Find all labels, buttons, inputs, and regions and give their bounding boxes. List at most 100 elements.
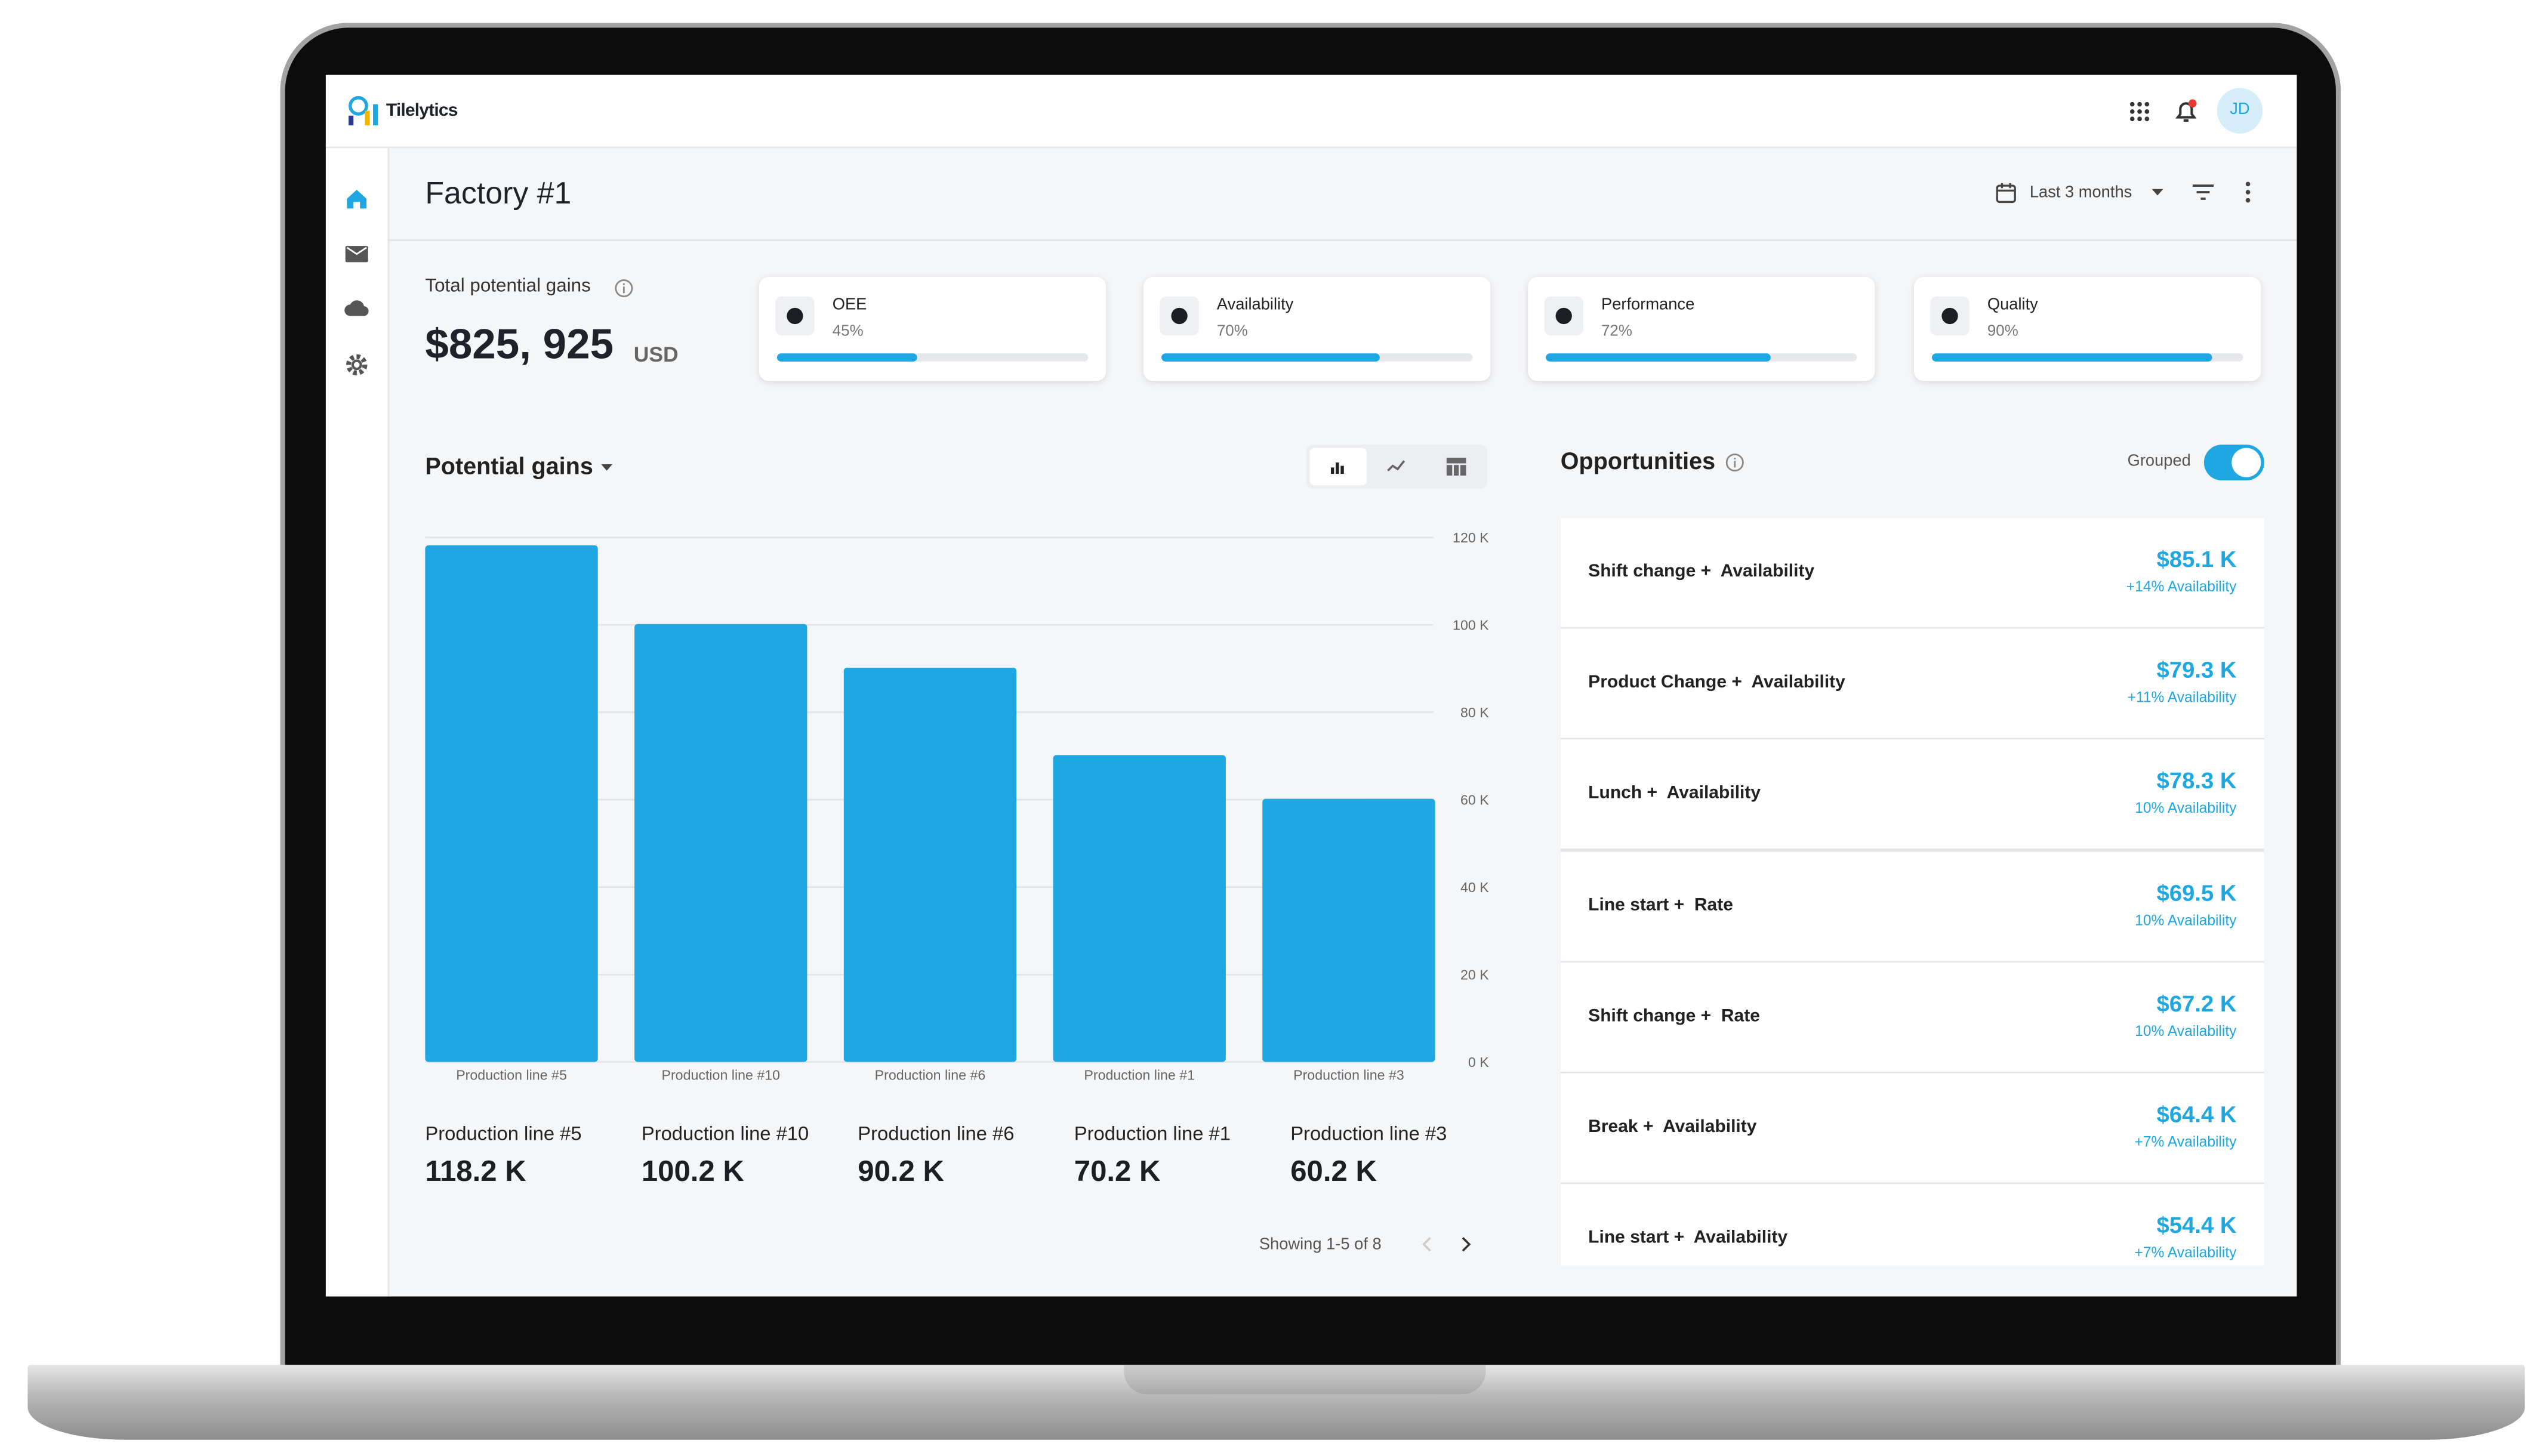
progress-fill [1161,353,1379,362]
icon-part [601,464,613,471]
kpi-icon [1930,296,1969,336]
kpi-icon [775,296,815,336]
apps-icon[interactable] [2129,101,2150,122]
y-tick-label: 100 K [1453,617,1489,633]
opportunity-name: Lunch + Availability [1588,783,1761,804]
brand: Tilelytics [386,101,458,121]
mail-icon[interactable] [345,244,368,264]
opportunity-change: +11% Availability [2127,689,2237,706]
line-view-button[interactable] [1386,458,1406,474]
more-icon[interactable] [2245,181,2251,203]
total-currency: USD [633,342,679,367]
opportunity-change: 10% Availability [2135,800,2237,817]
summary-value: 90.2 K [858,1155,945,1187]
bar[interactable] [425,545,598,1062]
logo[interactable] [346,94,381,127]
kpi-card[interactable]: Availability 70% [1143,276,1491,381]
kpi-value: 45% [832,322,864,341]
kpi-name: OEE [832,296,867,314]
kpi-value: 72% [1601,322,1632,341]
kpi-name: Availability [1216,296,1294,314]
progress-track [1932,353,2243,362]
opportunity-row[interactable]: Shift change + Availability $85.1 K +14% A… [1560,517,2264,627]
icon-part [346,354,368,376]
info-icon[interactable] [1725,453,1744,473]
bar[interactable] [1262,798,1435,1062]
prev-page[interactable] [1420,1236,1432,1253]
opportunity-change: +7% Availability [2134,1133,2237,1150]
icon-part [1330,462,1344,474]
bar[interactable] [634,624,807,1062]
progress-track [1546,353,1857,362]
info-icon[interactable] [614,279,634,298]
opportunity-list: Shift change + Availability $85.1 K +14% A… [1560,517,2264,1266]
kpi-icon-glyph [787,307,803,325]
opportunity-name: Shift change + Availability [1588,562,1815,582]
opportunity-value: $69.5 K [2156,878,2237,905]
screen: Tilelytics JD Factory #1 Last 3 months T… [325,75,2297,1297]
filter-icon[interactable] [2192,184,2214,200]
kpi-card[interactable]: Quality 90% [1914,276,2261,381]
x-tick-label: Production line #10 [661,1068,780,1083]
calendar-icon[interactable] [1996,183,2017,203]
opportunity-change: 10% Availability [2135,1022,2237,1039]
bar[interactable] [843,667,1017,1062]
icon-part [2245,181,2251,187]
summary-name: Production line #1 [1074,1122,1231,1145]
table-view-button[interactable] [1446,457,1466,476]
icon-part [2129,116,2135,122]
opportunity-value: $54.4 K [2156,1212,2237,1238]
date-range[interactable]: Last 3 months [2029,184,2132,202]
kpi-name: Quality [1987,296,2038,314]
avatar[interactable] [2217,88,2263,134]
home-icon[interactable] [346,187,368,210]
kpi-icon-glyph [1941,307,1958,325]
kpi-card[interactable]: Performance 72% [1528,276,1875,381]
x-tick-label: Production line #1 [1084,1068,1195,1083]
opportunity-row[interactable]: Shift change + Rate $67.2 K 10% Availabili… [1560,962,2264,1072]
progress-fill [776,353,917,362]
icon-part [2129,101,2135,107]
icon-part [347,189,367,209]
settings-icon[interactable] [346,353,368,376]
grouped-switch[interactable] [2203,445,2264,481]
opportunity-value: $79.3 K [2156,656,2237,683]
kpi-value: 90% [1987,322,2018,341]
kpi-card[interactable]: OEE 45% [759,276,1106,381]
icon-part [2152,189,2163,196]
summary-name: Production line #3 [1290,1122,1447,1145]
icon-part [2129,109,2135,114]
x-tick-label: Production line #3 [1293,1068,1404,1083]
opportunity-row[interactable]: Line start + Rate $69.5 K 10% Availability [1560,851,2264,961]
opportunity-row[interactable]: Product Change + Availability $79.3 K +11%… [1560,629,2264,738]
icon-part [1725,454,1744,472]
sidebar [325,148,390,1297]
caret[interactable] [2152,189,2165,198]
bar-view-button[interactable] [1309,448,1367,486]
opportunity-row[interactable]: Line start + Availability $54.4 K +7% Avai… [1560,1184,2264,1266]
next-page[interactable] [1461,1236,1472,1253]
opportunity-change: +7% Availability [2134,1244,2237,1261]
caret[interactable] [601,464,614,473]
cloud-icon[interactable] [344,298,370,317]
grouped-label: Grouped [2127,452,2191,471]
bar[interactable] [1053,755,1226,1062]
kpi-name: Performance [1601,296,1695,314]
opportunity-name: Line start + Rate [1588,895,1733,915]
icon-part [351,359,362,371]
page-title: Factory #1 [425,177,572,212]
summary-name: Production line #5 [425,1122,582,1145]
avatar-initials: JD [2230,101,2250,119]
icon-part [349,115,354,126]
progress-fill [1932,353,2212,362]
opportunity-row[interactable]: Break + Availability $64.4 K +7% Availabil… [1560,1073,2264,1183]
y-tick-label: 40 K [1460,880,1489,895]
opportunity-name: Shift change + Rate [1588,1006,1760,1026]
notification-icon[interactable] [2173,98,2199,124]
icon-part [2188,99,2197,108]
summary-name: Production line #10 [641,1122,809,1145]
opportunity-value: $67.2 K [2156,989,2237,1016]
opportunity-row[interactable]: Lunch + Availability $78.3 K 10% Availabil… [1560,740,2264,850]
top-bar: Tilelytics JD [325,75,2297,149]
